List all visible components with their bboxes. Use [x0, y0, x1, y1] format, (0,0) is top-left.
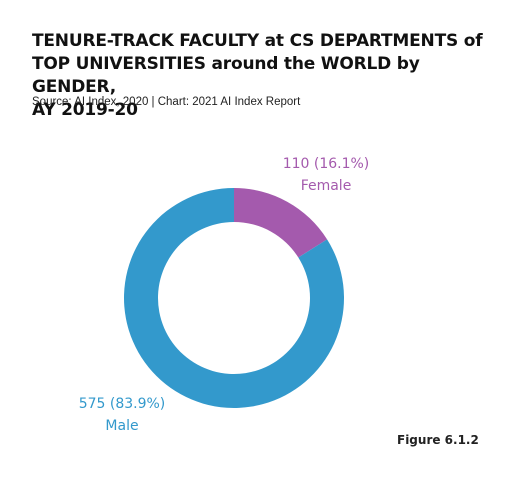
slice-name-label-male: Male	[105, 418, 138, 434]
slice-value-label-female: 110 (16.1%)	[283, 156, 370, 172]
chart-source: Source: AI Index, 2020 | Chart: 2021 AI …	[32, 96, 301, 108]
slice-value-label-male: 575 (83.9%)	[79, 396, 166, 412]
slice-name-label-female: Female	[301, 178, 352, 194]
slice-female	[234, 188, 328, 258]
slice-male	[123, 188, 344, 408]
chart-title: TENURE-TRACK FACULTY at CS DEPARTMENTS o…	[32, 31, 483, 120]
figure-label: Figure 6.1.2	[397, 433, 479, 447]
